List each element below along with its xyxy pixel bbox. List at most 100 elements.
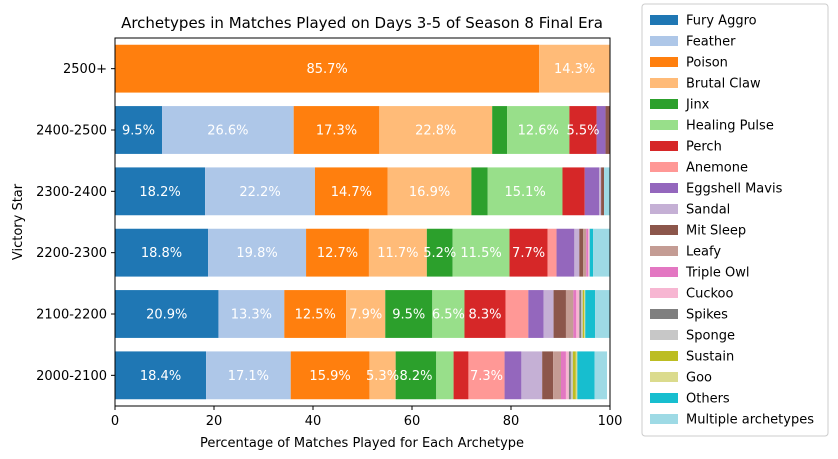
bar-2000-2100-triple-owl [560,351,566,400]
legend-label: Fury Aggro [686,14,757,29]
axes-layer: 0 20 40 60 80 100 2500+ 2400-2500 2300-2400 2200-… [36,62,622,429]
bar-2000-2100-poison [290,351,370,400]
legend-entry-jinx: Jinx [650,98,710,113]
bar-2200-2300-mit-sleep [579,228,584,277]
legend-swatch [650,57,678,67]
bar-2100-2200-poison [284,290,347,338]
bar-2200-2300-multiple-archetypes [593,228,610,277]
data-label-2300-2400-fury-aggro: 18.2% [139,185,180,200]
legend-entry-fury-aggro: Fury Aggro [650,14,757,29]
legend-swatch [650,288,678,298]
legend: Fury Aggro Feather Poison Brutal Claw Jinx He… [641,3,829,437]
bar-2400-2500-brutal-claw [379,106,493,154]
y-tick-label: 2200-2300 [36,246,107,261]
legend-swatch [650,204,678,214]
data-label-2000-2100-anemone: 7.3% [470,369,503,384]
bar-2100-2200-sponge [581,290,583,338]
data-label-2100-2200-jinx: 9.5% [392,308,425,323]
bar-2100-2200-mit-sleep [553,290,566,338]
bar-2300-2400-brutal-claw [387,167,472,216]
legend-swatch [650,183,678,193]
data-label-2200-2300-brutal-claw: 11.7% [377,246,418,261]
legend-frame [641,3,829,437]
legend-entry-multiple-archetypes: Multiple archetypes [650,413,814,428]
bar-2000-2100-leafy [553,351,561,400]
data-label-2300-2400-poison: 14.7% [331,185,372,200]
bar-2100-2200-leafy [565,290,574,338]
bar-2200-2300-fury-aggro [115,228,209,277]
bar-2000-2100-sandal [521,351,543,400]
data-label-2000-2100-fury-aggro: 18.4% [140,369,181,384]
bar-2200-2300-feather [208,228,307,277]
legend-swatch [650,99,678,109]
legend-entry-anemone: Anemone [650,161,748,176]
legend-entry-spikes: Spikes [650,308,728,323]
data-label-2300-2400-feather: 22.2% [239,185,280,200]
bar-2100-2200-brutal-claw [346,290,386,338]
plot-frame [114,37,611,407]
legend-entry-sustain: Sustain [650,350,734,365]
data-label-2400-2500-perch: 5.5% [567,124,600,139]
data-label-2200-2300-fury-aggro: 18.8% [141,246,182,261]
bar-2000-2100-sustain [572,351,576,400]
legend-entry-poison: Poison [650,56,728,71]
bar-2000-2100-others [577,351,595,400]
bar-2100-2200-goo [584,290,586,338]
bar-2100-2200-sandal [543,290,554,338]
bar-2100-2200-feather [218,290,285,338]
legend-label: Poison [686,56,728,71]
legend-entry-feather: Feather [650,35,736,50]
bar-2100-2200-healing-pulse [432,290,465,338]
data-label-2200-2300-feather: 19.8% [236,246,277,261]
legend-label: Leafy [686,245,721,260]
y-tick-label: 2100-2200 [36,308,107,323]
data-label-2100-2200-fury-aggro: 20.9% [146,308,187,323]
bar-2300-2400-fury-aggro [115,167,206,216]
bar-2100-2200-jinx [385,290,433,338]
bar-2400-2500-eggshell-mavis [596,106,606,154]
bar-2000-2100-cuckoo [565,351,569,400]
legend-entry-healing-pulse: Healing Pulse [650,119,774,134]
legend-swatch [650,36,678,46]
x-tick-label: 60 [404,414,421,429]
bar-2300-2400-mit-sleep [601,167,605,216]
data-label-2100-2200-healing-pulse: 6.5% [432,308,465,323]
bars-layer [115,44,610,400]
bar-2000-2100-brutal-claw [369,351,396,400]
bar-2100-2200-triple-owl [573,290,577,338]
data-labels-layer: 85.7% 14.3% 9.5% 26.6% 17.3% 22.8% 12.6% 5.5% 18… [122,62,600,384]
data-label-2000-2100-feather: 17.1% [228,369,269,384]
bar-2300-2400-multiple-archetypes [604,167,610,216]
bar-2000-2100-multiple-archetypes [594,351,608,400]
legend-label: Spikes [686,308,728,323]
bar-2000-2100-sponge [570,351,573,400]
x-tick-label: 20 [206,414,223,429]
bar-2400-2500-healing-pulse [507,106,570,154]
bar-2000-2100-fury-aggro [115,351,207,400]
legend-label: Perch [686,140,722,155]
bar-2000-2100-feather [206,351,291,400]
bar-2300-2400-sandal [599,167,602,216]
legend-label: Cuckoo [686,287,733,302]
x-tick-label: 40 [305,414,322,429]
bar-2300-2400-jinx [471,167,488,216]
bar-2000-2100-healing-pulse [436,351,454,400]
legend-swatch [650,78,678,88]
data-label-2100-2200-poison: 12.5% [295,308,336,323]
data-label-2400-2500-fury-aggro: 9.5% [122,124,155,139]
legend-label: Goo [686,371,712,386]
data-label-2400-2500-poison: 17.3% [316,124,357,139]
bar-2200-2300-poison [306,228,369,277]
bar-2400-2500-mit-sleep [605,106,610,154]
bar-2400-2500-perch [569,106,597,154]
bar-2000-2100-jinx [395,351,437,400]
data-label-2200-2300-healing-pulse: 11.5% [460,246,501,261]
y-tick-label: 2000-2100 [36,369,107,384]
legend-label: Brutal Claw [686,77,761,92]
data-label-2300-2400-healing-pulse: 15.1% [504,185,545,200]
legend-label: Sandal [686,203,730,218]
legend-label: Feather [686,35,736,50]
legend-entry-goo: Goo [650,371,712,386]
bar-2100-2200-spikes [579,290,582,338]
